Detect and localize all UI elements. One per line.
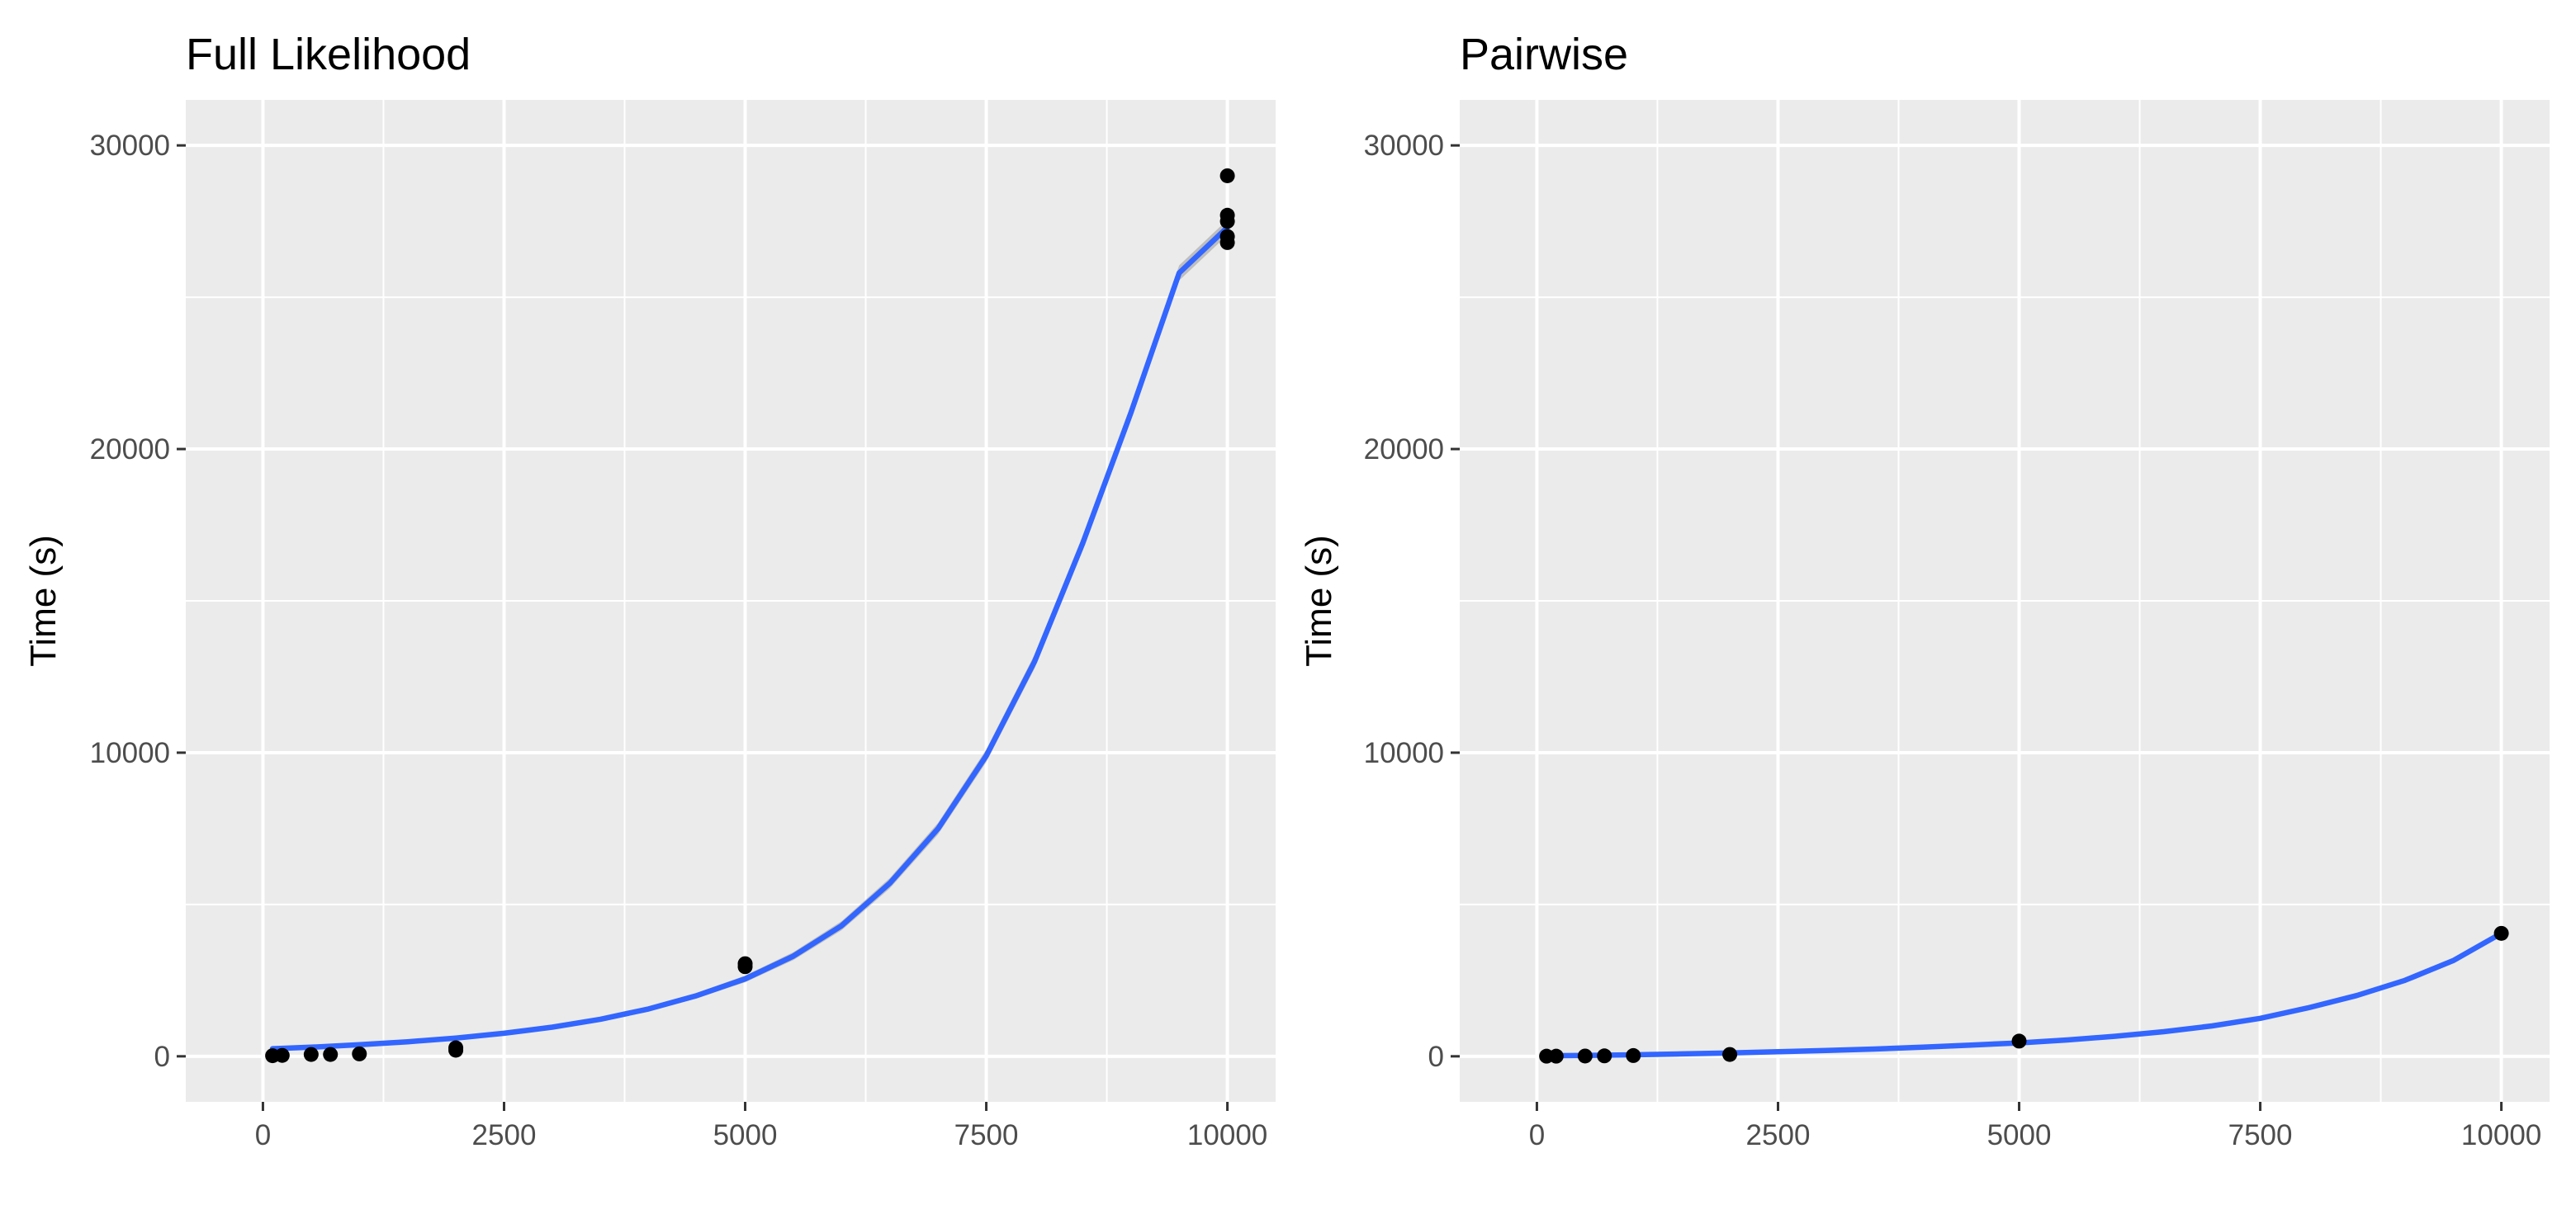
x-tick-label: 2500	[472, 1119, 537, 1151]
y-tick-label: 20000	[90, 433, 170, 465]
panel-title: Full Likelihood	[186, 30, 471, 79]
data-point	[1548, 1048, 1564, 1064]
y-tick-label: 10000	[90, 737, 170, 769]
data-point	[1219, 214, 1235, 229]
panel-pairwise: 0 2500 5000 7500 10000 0 10000 20000 30000 Pairwi…	[1299, 30, 2550, 1151]
fit-line	[269, 224, 1230, 1052]
y-tick-label: 0	[154, 1041, 170, 1073]
x-tick-label: 0	[1529, 1119, 1545, 1151]
y-tick-label: 30000	[1364, 130, 1444, 162]
data-point	[1219, 234, 1235, 250]
data-point	[323, 1047, 339, 1062]
data-point	[1626, 1047, 1641, 1063]
data-point	[274, 1047, 290, 1063]
y-tick-label: 30000	[90, 130, 170, 162]
data-point	[1597, 1048, 1612, 1064]
x-tick-label: 7500	[2228, 1119, 2293, 1151]
data-point	[303, 1047, 319, 1062]
x-tick-label: 10000	[1187, 1119, 1267, 1151]
x-tick-label: 5000	[713, 1119, 778, 1151]
data-point	[737, 956, 753, 971]
data-point	[2493, 925, 2509, 941]
data-point	[1577, 1048, 1593, 1064]
data-point	[352, 1046, 367, 1061]
x-tick-label: 10000	[2461, 1119, 2541, 1151]
y-tick-label: 20000	[1364, 433, 1444, 465]
x-tick-label: 0	[255, 1119, 271, 1151]
data-point	[1219, 168, 1235, 183]
y-axis-title: Time (s)	[23, 535, 64, 667]
y-tick-label: 10000	[1364, 737, 1444, 769]
y-axis-title: Time (s)	[1299, 535, 1339, 667]
panel-full-likelihood: 0 2500 5000 7500 10000 0 10000 20000 30000 Full L…	[23, 30, 1276, 1151]
y-tick-label: 0	[1428, 1041, 1444, 1073]
x-tick-label: 2500	[1746, 1119, 1811, 1151]
data-point	[1722, 1047, 1738, 1062]
panel-title: Pairwise	[1460, 30, 1628, 79]
x-tick-label: 5000	[1987, 1119, 2052, 1151]
x-tick-label: 7500	[954, 1119, 1019, 1151]
data-point	[2011, 1033, 2027, 1049]
data-point	[448, 1040, 464, 1056]
